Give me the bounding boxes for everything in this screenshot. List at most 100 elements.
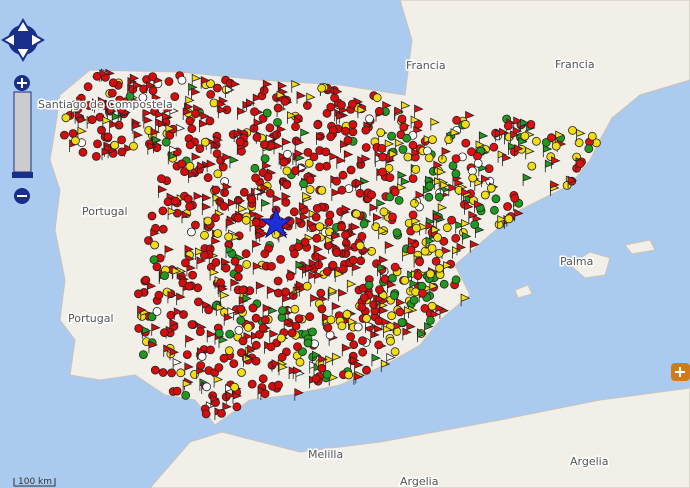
station-marker[interactable] (520, 118, 530, 132)
station-marker[interactable] (283, 317, 294, 331)
station-marker[interactable] (375, 285, 384, 295)
station-marker[interactable] (163, 344, 173, 357)
station-marker[interactable] (219, 353, 229, 363)
station-marker[interactable] (274, 380, 283, 390)
station-marker[interactable] (133, 289, 143, 299)
station-marker[interactable] (234, 325, 244, 335)
station-marker[interactable] (587, 131, 597, 141)
station-marker[interactable] (222, 402, 232, 415)
station-marker[interactable] (110, 140, 120, 150)
station-marker[interactable] (138, 350, 148, 360)
station-marker[interactable] (398, 145, 408, 154)
station-marker[interactable] (497, 214, 507, 228)
station-marker[interactable] (262, 108, 272, 118)
station-marker[interactable] (115, 95, 124, 105)
station-marker[interactable] (281, 287, 291, 297)
station-marker[interactable] (150, 365, 160, 375)
station-marker[interactable] (404, 306, 414, 319)
station-marker[interactable] (217, 408, 226, 418)
station-marker[interactable] (161, 137, 171, 147)
station-marker[interactable] (367, 190, 377, 200)
station-marker[interactable] (250, 163, 260, 173)
station-marker[interactable] (147, 312, 157, 322)
station-marker[interactable] (117, 147, 127, 157)
station-marker[interactable] (315, 162, 325, 172)
station-marker[interactable] (246, 98, 256, 112)
station-marker[interactable] (355, 188, 365, 198)
station-marker[interactable] (365, 320, 375, 333)
station-marker[interactable] (376, 128, 386, 138)
station-marker[interactable] (551, 141, 561, 151)
station-marker[interactable] (272, 194, 282, 207)
station-marker[interactable] (195, 327, 205, 337)
station-marker[interactable] (94, 100, 104, 113)
station-marker[interactable] (305, 175, 315, 185)
station-marker[interactable] (213, 374, 224, 388)
station-marker[interactable] (387, 280, 397, 293)
station-marker[interactable] (337, 321, 347, 331)
station-marker[interactable] (408, 140, 418, 150)
station-marker[interactable] (302, 281, 312, 291)
station-marker[interactable] (348, 255, 358, 265)
station-marker[interactable] (427, 301, 437, 311)
station-marker[interactable] (76, 96, 86, 110)
station-marker[interactable] (155, 110, 165, 123)
station-marker[interactable] (433, 212, 443, 226)
station-marker[interactable] (278, 306, 287, 315)
station-marker[interactable] (389, 291, 399, 300)
station-marker[interactable] (481, 174, 491, 188)
station-marker[interactable] (396, 298, 406, 311)
station-marker[interactable] (478, 163, 488, 177)
station-marker[interactable] (316, 288, 326, 298)
station-marker[interactable] (261, 198, 271, 212)
station-marker[interactable] (206, 159, 217, 173)
station-marker[interactable] (282, 294, 292, 307)
station-marker[interactable] (260, 315, 270, 325)
station-marker[interactable] (287, 328, 297, 338)
station-marker[interactable] (461, 219, 471, 232)
station-marker[interactable] (354, 360, 364, 374)
station-marker[interactable] (251, 217, 261, 227)
station-marker[interactable] (148, 72, 158, 81)
station-marker[interactable] (400, 275, 410, 285)
station-marker[interactable] (187, 320, 197, 329)
station-marker[interactable] (262, 161, 272, 174)
station-marker[interactable] (185, 334, 195, 348)
station-marker[interactable] (298, 202, 309, 215)
station-marker[interactable] (294, 314, 304, 324)
station-marker[interactable] (365, 114, 374, 124)
station-marker[interactable] (253, 187, 264, 201)
station-marker[interactable] (237, 368, 246, 377)
station-marker[interactable] (222, 152, 232, 166)
station-marker[interactable] (376, 198, 386, 212)
station-marker[interactable] (216, 99, 227, 113)
station-marker[interactable] (158, 224, 168, 234)
station-marker[interactable] (411, 223, 421, 233)
station-marker[interactable] (434, 192, 444, 202)
station-marker[interactable] (219, 201, 229, 211)
station-marker[interactable] (247, 344, 257, 358)
station-marker[interactable] (225, 245, 235, 258)
station-marker[interactable] (167, 290, 177, 304)
station-marker[interactable] (129, 73, 140, 87)
station-marker[interactable] (206, 329, 217, 343)
station-marker[interactable] (434, 248, 444, 258)
station-marker[interactable] (184, 281, 194, 291)
station-marker[interactable] (293, 342, 302, 352)
station-marker[interactable] (417, 329, 427, 343)
station-marker[interactable] (348, 120, 358, 129)
station-marker[interactable] (229, 155, 239, 169)
station-marker[interactable] (182, 379, 193, 392)
station-marker[interactable] (177, 159, 187, 169)
station-marker[interactable] (409, 198, 419, 208)
station-marker[interactable] (252, 239, 262, 253)
station-marker[interactable] (230, 79, 241, 93)
station-marker[interactable] (499, 127, 509, 141)
station-marker[interactable] (411, 148, 421, 161)
station-marker[interactable] (152, 306, 162, 316)
station-marker[interactable] (116, 104, 126, 114)
station-marker[interactable] (424, 192, 434, 202)
station-marker[interactable] (574, 138, 584, 148)
station-marker[interactable] (215, 303, 226, 316)
station-marker[interactable] (243, 322, 253, 332)
